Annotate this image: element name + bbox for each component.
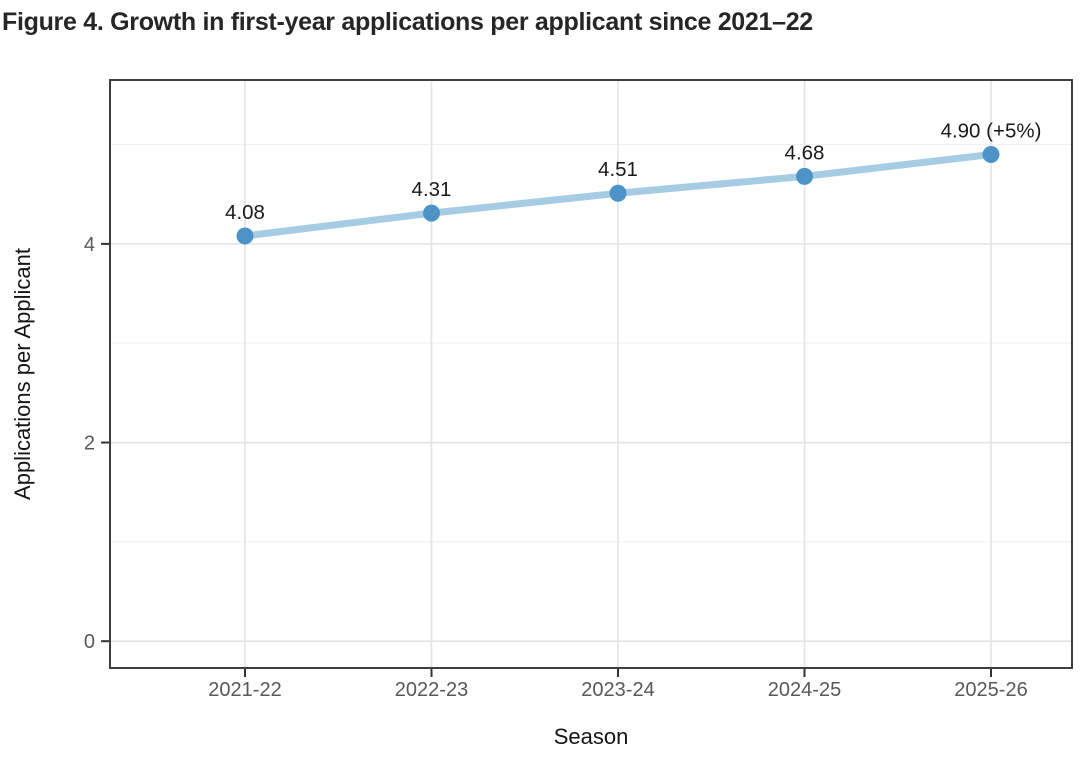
data-point-label: 4.90 (+5%) <box>941 119 1042 142</box>
x-tick-label: 2022-23 <box>395 679 468 701</box>
data-point <box>982 145 1000 163</box>
x-tick-label: 2023-24 <box>581 679 654 701</box>
data-point-label: 4.51 <box>598 158 638 181</box>
y-tick-label: 4 <box>84 234 95 256</box>
data-point-label: 4.08 <box>225 201 265 224</box>
y-axis-title: Applications per Applicant <box>10 248 35 500</box>
y-tick-label: 0 <box>84 631 95 653</box>
y-tick-label: 2 <box>84 433 95 455</box>
x-tick-label: 2024-25 <box>768 679 841 701</box>
line-chart: 4.08 4.31 4.51 4.68 4.90 (+5%) 2021-22 2022-23… <box>10 79 1073 749</box>
x-tick-label: 2021-22 <box>208 679 281 701</box>
x-tick-label: 2025-26 <box>954 679 1027 701</box>
plot-panel <box>110 80 1072 668</box>
data-point <box>796 167 813 185</box>
data-point-label: 4.68 <box>785 141 825 164</box>
data-point-label: 4.31 <box>412 178 452 201</box>
panel-border <box>109 79 1073 669</box>
x-axis-title: Season <box>554 724 629 749</box>
data-point <box>236 227 254 245</box>
data-point <box>423 204 440 222</box>
figure-title: Figure 4. Growth in first-year applicati… <box>2 8 813 36</box>
data-point <box>609 184 627 202</box>
